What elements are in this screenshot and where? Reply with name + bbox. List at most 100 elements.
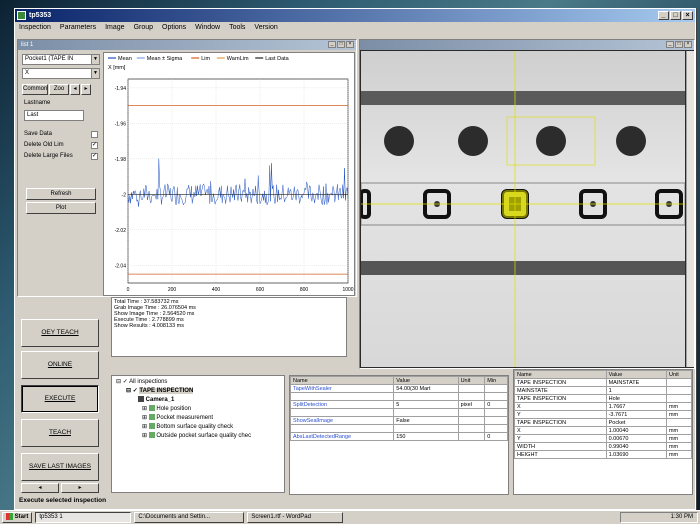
- windows-logo-icon: [6, 513, 13, 520]
- tab-scroll-right[interactable]: ▸: [81, 84, 91, 95]
- table-row[interactable]: AbsLastDetectedRange 150 0: [290, 432, 508, 441]
- axis-select[interactable]: X ▼: [22, 68, 100, 79]
- menu-tools[interactable]: Tools: [229, 24, 246, 31]
- menu-image[interactable]: Image: [105, 24, 125, 31]
- oey-teach-button[interactable]: OEY TEACH: [21, 319, 99, 347]
- close-button[interactable]: ×: [682, 11, 693, 20]
- save-data-checkbox[interactable]: [91, 131, 98, 138]
- camera-image[interactable]: [359, 51, 686, 367]
- table-row[interactable]: X 1.00040 mm: [514, 426, 692, 435]
- tree-item[interactable]: ⊞ Hole position: [142, 405, 192, 412]
- x-tick-label: 200: [168, 287, 177, 293]
- timing-stats: Total Time : 37.583732 ms Grab Image Tim…: [111, 297, 347, 357]
- col-header[interactable]: Unit: [457, 376, 486, 385]
- menu-window[interactable]: Window: [195, 24, 221, 31]
- plot-frame: [127, 78, 349, 284]
- menu-inspection[interactable]: Inspection: [19, 24, 51, 31]
- table-row[interactable]: [290, 408, 508, 417]
- plot-button[interactable]: Plot: [26, 202, 96, 214]
- col-header[interactable]: Name: [514, 370, 607, 379]
- stat-line: Execute Time : 2.778899 ms: [114, 317, 184, 323]
- sub-close-button[interactable]: ×: [346, 41, 354, 48]
- image-subwindow-title: _ □ ×: [360, 40, 694, 50]
- table-row[interactable]: ShowSealImage False: [290, 416, 508, 425]
- lastname-input[interactable]: Last: [24, 110, 84, 121]
- maximize-button[interactable]: □: [670, 11, 681, 20]
- y-tick-label: -1.94: [115, 86, 127, 92]
- sub-max-button[interactable]: □: [337, 41, 345, 48]
- chart-subwindow: list 1 _ □ × Pocket1 (TAPE IN ▼ X ▼ Common Z…: [17, 39, 357, 297]
- tab-scroll-left[interactable]: ◂: [70, 84, 80, 95]
- table-row[interactable]: TAPE INSPECTION Pocket: [514, 418, 692, 427]
- legend-entry: Mean ± Sigma: [147, 56, 183, 62]
- save-last-images-button[interactable]: SAVE LAST IMAGES: [21, 453, 99, 481]
- title-bar: tp5353 _ □ ×: [15, 9, 695, 22]
- stat-line: Grab Image Time : 26.076504 ms: [114, 305, 196, 311]
- table-row[interactable]: MAINSTATE 1: [514, 386, 692, 395]
- tape-image: [359, 51, 686, 367]
- img-close-button[interactable]: ×: [684, 41, 692, 48]
- execute-button[interactable]: EXECUTE: [21, 385, 99, 413]
- table-row[interactable]: TAPE INSPECTION Hole: [514, 394, 692, 403]
- image-scrollbar[interactable]: [686, 51, 694, 367]
- tree-item[interactable]: ⊟ ✓ TAPE INSPECTION: [126, 388, 194, 394]
- x-tick-label: 800: [300, 287, 309, 293]
- tree-item[interactable]: ⊞ Pocket measurement: [142, 414, 214, 421]
- refresh-button[interactable]: Refresh: [26, 188, 96, 200]
- menu-options[interactable]: Options: [162, 24, 187, 31]
- table-row[interactable]: [290, 424, 508, 433]
- delete-large-checkbox[interactable]: ✓: [91, 153, 98, 160]
- app-icon: [17, 11, 26, 20]
- table-row[interactable]: X 1.7667 mm: [514, 402, 692, 411]
- table-row[interactable]: Y -3.7671 mm: [514, 410, 692, 419]
- table-row[interactable]: SplitDetection 5 pixel 0: [290, 400, 508, 409]
- legend-entry: Lim: [201, 56, 210, 62]
- task-wordpad[interactable]: Screen1.rtf - WordPad: [247, 512, 344, 523]
- table-row[interactable]: TapeWithSealer 54.00(30 Mart: [290, 384, 508, 393]
- menu-version[interactable]: Version: [254, 24, 278, 31]
- legend-entry: Mean: [118, 56, 132, 62]
- col-header[interactable]: Unit: [665, 370, 692, 379]
- task-explorer[interactable]: C:\Documents and Settin...: [134, 512, 245, 523]
- table-row[interactable]: TAPE INSPECTION MAINSTATE: [514, 378, 692, 387]
- x-position-chart: Mean Mean ± Sigma Lim WarnLim Last Data X [mm…: [108, 56, 354, 293]
- clock: 1:30 PM: [670, 514, 693, 520]
- next-button[interactable]: ▸: [61, 483, 99, 493]
- start-button[interactable]: Start: [2, 512, 33, 523]
- menu-group[interactable]: Group: [133, 24, 154, 31]
- legend-entry: WarnLim: [227, 56, 249, 62]
- tree-item[interactable]: Camera_1: [112, 396, 284, 405]
- tree-item[interactable]: ⊞ Outside pocket surface quality chec: [142, 432, 252, 439]
- tree-item[interactable]: ⊞ Bottom surface quality check: [142, 423, 234, 430]
- y-tick-label: -2.04: [115, 263, 127, 269]
- table-row[interactable]: HEIGHT 1.03690 mm: [514, 450, 692, 459]
- task-app[interactable]: tp5353 1: [35, 512, 132, 523]
- tree-item[interactable]: ⊟ ✓ All inspections: [116, 379, 168, 385]
- tab-common[interactable]: Common: [22, 84, 48, 95]
- stat-line: Show Results : 4.008133 ms: [114, 323, 185, 329]
- col-header[interactable]: Value: [393, 376, 459, 385]
- y-tick-label: -1.96: [115, 121, 127, 127]
- col-header[interactable]: Value: [605, 370, 667, 379]
- img-min-button[interactable]: _: [666, 41, 674, 48]
- table-row[interactable]: Y 0.00670 mm: [514, 434, 692, 443]
- col-header[interactable]: Name: [290, 376, 395, 385]
- menu-parameters[interactable]: Parameters: [59, 24, 97, 31]
- delete-old-checkbox[interactable]: ✓: [91, 142, 98, 149]
- col-header[interactable]: Min: [484, 376, 508, 385]
- table-row[interactable]: WIDTH 0.99040 mm: [514, 442, 692, 451]
- img-max-button[interactable]: □: [675, 41, 683, 48]
- legend-entry: Last Data: [265, 56, 289, 62]
- image-subwindow: _ □ ×: [359, 39, 695, 369]
- pocket-select[interactable]: Pocket1 (TAPE IN ▼: [22, 54, 100, 65]
- prev-button[interactable]: ◂: [21, 483, 59, 493]
- tab-zoo[interactable]: Zoo: [49, 84, 69, 95]
- sub-min-button[interactable]: _: [328, 41, 336, 48]
- minimize-button[interactable]: _: [658, 11, 669, 20]
- teach-button[interactable]: TEACH: [21, 419, 99, 447]
- online-button[interactable]: ONLINE: [21, 351, 99, 379]
- inspection-tree: ⊟ ✓ All inspections ⊟ ✓ TAPE INSPECTION …: [111, 375, 285, 493]
- x-tick-label: 0: [127, 287, 130, 293]
- table-row[interactable]: [290, 392, 508, 401]
- result-table: Name Value Unit TAPE INSPECTION MAINSTATE…: [513, 369, 693, 495]
